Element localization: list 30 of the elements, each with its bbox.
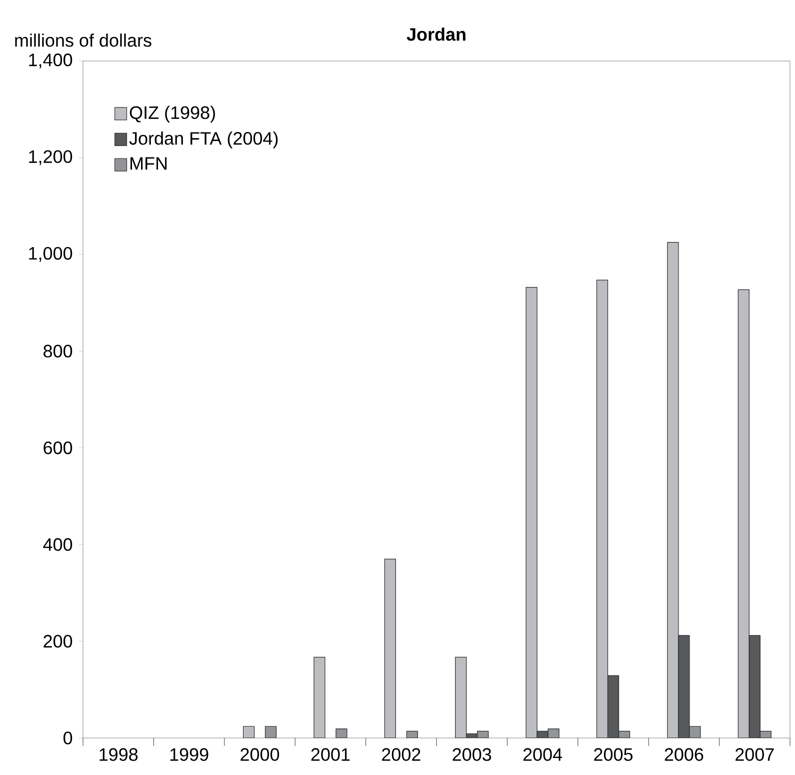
x-tick-label: 1999	[170, 748, 208, 761]
y-tick-label: 1,200	[29, 150, 72, 166]
y-tick-label: 1,000	[29, 246, 72, 262]
legend-label: MFN	[130, 157, 167, 170]
x-tick-label: 2002	[382, 748, 420, 761]
x-tick-label: 2006	[664, 748, 704, 761]
y-tick-label: 400	[43, 538, 72, 551]
y-tick-label: 1,400	[29, 54, 72, 68]
legend-label: QIZ (1998)	[130, 106, 215, 123]
x-tick-label: 2000	[240, 748, 280, 761]
legend-label: Jordan FTA (2004)	[129, 132, 278, 148]
bar	[384, 558, 396, 738]
bar	[264, 726, 277, 738]
y-tick-label: 0	[64, 732, 72, 744]
y-tick-label: 600	[44, 441, 72, 454]
y-tick-label: 200	[44, 634, 72, 648]
x-tick-label: 2007	[736, 748, 774, 761]
chart-title: Jordan	[406, 28, 466, 41]
x-tick-label: 2005	[594, 748, 633, 761]
x-tick-label: 1998	[100, 748, 138, 761]
y-axis-title: millions of dollars	[15, 34, 152, 47]
bar	[678, 635, 690, 738]
x-tick-label: 2003	[452, 748, 492, 761]
bar	[748, 635, 760, 738]
y-tick-label: 800	[44, 344, 72, 358]
bar	[314, 656, 326, 738]
bar	[607, 675, 620, 738]
x-tick-label: 2004	[523, 748, 562, 761]
x-tick-label: 2001	[311, 748, 350, 761]
bar	[242, 726, 255, 738]
